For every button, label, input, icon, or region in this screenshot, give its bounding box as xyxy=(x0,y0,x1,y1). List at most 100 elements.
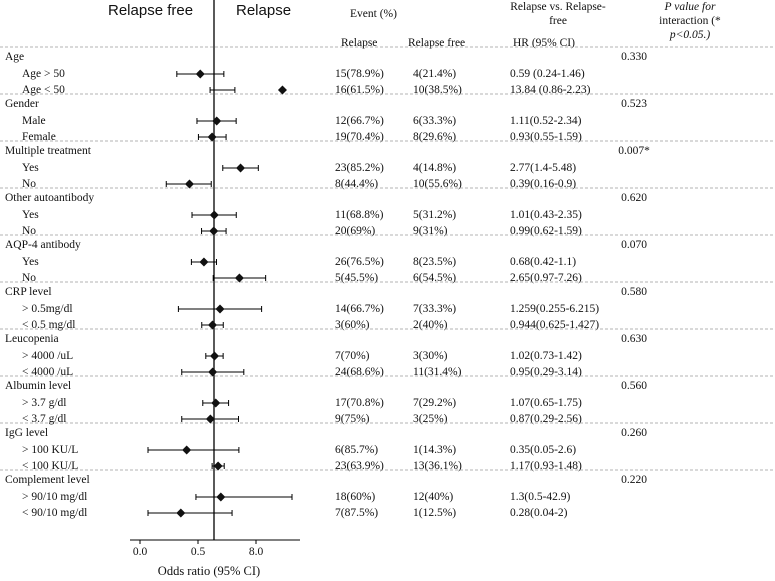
relapse-count: 3(60%) xyxy=(335,319,370,331)
point-estimate-diamond xyxy=(211,398,221,408)
relapse-count: 20(69%) xyxy=(335,225,376,237)
relapse-free-count: 3(30%) xyxy=(413,350,448,362)
relapse-free-count: 5(31.2%) xyxy=(413,209,457,221)
hr-ci: 0.95(0.29-3.14) xyxy=(510,366,582,378)
header-p-title-2: interaction (* xyxy=(659,15,721,27)
subgroup-label: > 0.5mg/dl xyxy=(22,303,73,315)
p-value: 0.330 xyxy=(621,51,647,63)
axis-tick-label-0: 0.0 xyxy=(132,546,148,558)
hr-ci: 0.28(0.04-2) xyxy=(510,507,568,519)
p-value: 0.007* xyxy=(618,145,650,157)
relapse-free-count: 3(25%) xyxy=(413,413,448,425)
point-estimate-diamond xyxy=(234,273,244,283)
subgroup-label: < 90/10 mg/dl xyxy=(22,507,88,519)
relapse-count: 12(66.7%) xyxy=(335,115,384,127)
header-hr-title-1: Relapse vs. Relapse- xyxy=(510,1,606,13)
relapse-count: 17(70.8%) xyxy=(335,397,384,409)
p-value: 0.220 xyxy=(621,474,647,486)
relapse-count: 11(68.8%) xyxy=(335,209,384,221)
axis-xlabel: Odds ratio (95% CI) xyxy=(157,564,261,578)
header-col-relapse-free: Relapse free xyxy=(408,37,466,49)
subgroup-label: Yes xyxy=(22,162,39,174)
point-estimate-diamond xyxy=(213,461,223,471)
subgroup-label: Age > 50 xyxy=(22,68,65,80)
point-estimate-diamond xyxy=(208,367,218,377)
relapse-free-count: 2(40%) xyxy=(413,319,448,331)
group-label: AQP-4 antibody xyxy=(5,239,81,251)
relapse-count: 6(85.7%) xyxy=(335,444,379,456)
point-estimate-diamond xyxy=(277,85,287,95)
point-estimate-diamond xyxy=(215,304,225,314)
relapse-free-count: 9(31%) xyxy=(413,225,448,237)
point-estimate-diamond xyxy=(209,210,219,220)
relapse-count: 15(78.9%) xyxy=(335,68,384,80)
p-value: 0.523 xyxy=(621,98,647,110)
point-estimate-diamond xyxy=(195,69,205,79)
p-value: 0.070 xyxy=(621,239,647,251)
hr-ci: 0.39(0.16-0.9) xyxy=(510,178,577,190)
relapse-free-count: 11(31.4%) xyxy=(413,366,462,378)
header-col-relapse: Relapse xyxy=(341,37,378,49)
relapse-count: 26(76.5%) xyxy=(335,256,384,268)
subgroup-label: No xyxy=(22,178,37,190)
point-estimate-diamond xyxy=(216,492,226,502)
hr-ci: 1.17(0.93-1.48) xyxy=(510,460,582,472)
subgroup-label: No xyxy=(22,272,37,284)
hr-ci: 1.02(0.73-1.42) xyxy=(510,350,582,362)
header-relapse: Relapse xyxy=(236,2,292,19)
hr-ci: 0.35(0.05-2.6) xyxy=(510,444,577,456)
p-value: 0.260 xyxy=(621,427,647,439)
hr-ci: 0.87(0.29-2.56) xyxy=(510,413,582,425)
hr-ci: 1.259(0.255-6.215) xyxy=(510,303,600,315)
relapse-count: 16(61.5%) xyxy=(335,84,384,96)
group-label: Complement level xyxy=(5,474,90,486)
relapse-count: 18(60%) xyxy=(335,491,376,503)
relapse-count: 19(70.4%) xyxy=(335,131,384,143)
header-p-title-1: P value for xyxy=(664,1,716,13)
hr-ci: 1.11(0.52-2.34) xyxy=(510,115,582,127)
hr-ci: 13.84 (0.86-2.23) xyxy=(510,84,591,96)
relapse-free-count: 8(23.5%) xyxy=(413,256,457,268)
relapse-count: 24(68.6%) xyxy=(335,366,384,378)
header-event: Event (%) xyxy=(350,8,397,20)
relapse-free-count: 1(14.3%) xyxy=(413,444,457,456)
subgroup-label: Male xyxy=(22,115,46,127)
relapse-free-count: 1(12.5%) xyxy=(413,507,457,519)
header-p-title-3: p<0.05.) xyxy=(669,29,711,41)
hr-ci: 0.944(0.625-1.427) xyxy=(510,319,600,331)
point-estimate-diamond xyxy=(207,320,217,330)
relapse-free-count: 6(33.3%) xyxy=(413,115,457,127)
relapse-free-count: 10(55.6%) xyxy=(413,178,462,190)
subgroup-label: No xyxy=(22,225,37,237)
header-hr-col: HR (95% CI) xyxy=(513,37,575,49)
hr-ci: 2.65(0.97-7.26) xyxy=(510,272,582,284)
axis-tick-label-2: 8.0 xyxy=(248,546,264,558)
subgroup-label: > 4000 /uL xyxy=(22,350,74,362)
header-hr-title-2: free xyxy=(549,15,567,27)
hr-ci: 0.68(0.42-1.1) xyxy=(510,256,577,268)
axis-tick-label-1: 0.5 xyxy=(190,546,206,558)
relapse-free-count: 4(21.4%) xyxy=(413,68,457,80)
p-value: 0.580 xyxy=(621,286,647,298)
relapse-count: 23(63.9%) xyxy=(335,460,384,472)
subgroup-label: Age < 50 xyxy=(22,84,65,96)
header-relapse-free: Relapse free xyxy=(108,2,194,19)
point-estimate-diamond xyxy=(184,179,194,189)
relapse-free-count: 12(40%) xyxy=(413,491,454,503)
hr-ci: 2.77(1.4-5.48) xyxy=(510,162,577,174)
point-estimate-diamond xyxy=(182,445,192,455)
p-value: 0.560 xyxy=(621,380,647,392)
relapse-count: 8(44.4%) xyxy=(335,178,379,190)
relapse-count: 23(85.2%) xyxy=(335,162,384,174)
subgroup-label: > 3.7 g/dl xyxy=(22,397,67,409)
relapse-count: 7(87.5%) xyxy=(335,507,379,519)
hr-ci: 0.99(0.62-1.59) xyxy=(510,225,582,237)
subgroup-label: < 0.5 mg/dl xyxy=(22,319,76,331)
group-label: CRP level xyxy=(5,286,52,298)
relapse-free-count: 4(14.8%) xyxy=(413,162,457,174)
relapse-free-count: 13(36.1%) xyxy=(413,460,462,472)
subgroup-label: Yes xyxy=(22,209,39,221)
relapse-count: 7(70%) xyxy=(335,350,370,362)
group-label: IgG level xyxy=(5,427,49,439)
